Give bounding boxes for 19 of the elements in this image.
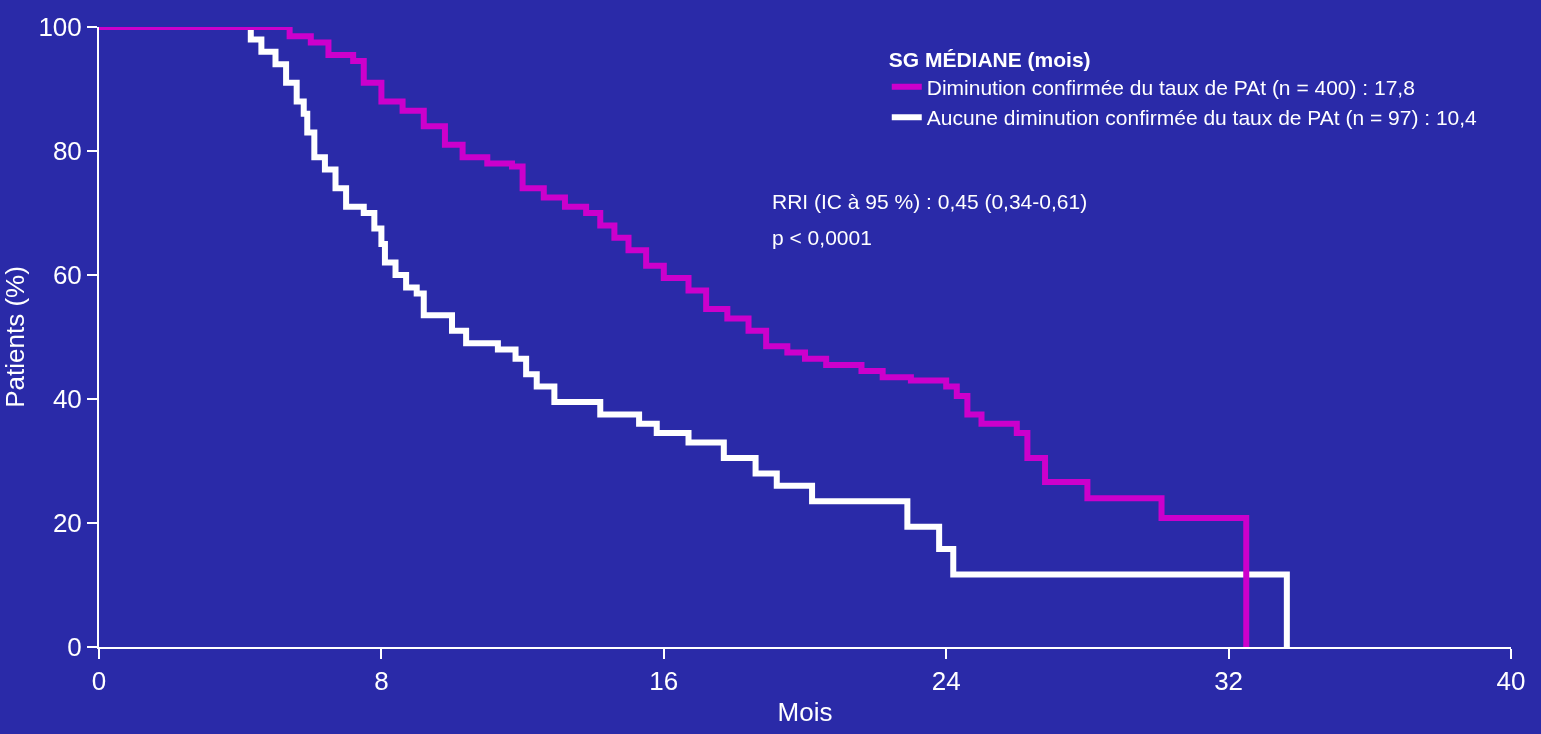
- y-tick-label: 0: [67, 632, 82, 663]
- annotation: p < 0,0001: [772, 226, 872, 249]
- legend-label: Diminution confirmée du taux de PAt (n = 400) : 17,8: [926, 76, 1415, 100]
- x-axis-title: Mois: [777, 697, 833, 728]
- y-tick-label: 100: [38, 12, 82, 43]
- x-tick-label: 40: [1496, 666, 1526, 697]
- x-tick-label: 8: [374, 666, 389, 697]
- y-tick-label: 40: [52, 384, 82, 415]
- x-tick-label: 16: [649, 666, 679, 697]
- y-tick-label: 20: [52, 508, 82, 539]
- annotation: RRI (IC à 95 %) : 0,45 (0,34-0,61): [772, 190, 1088, 213]
- x-tick-label: 32: [1214, 666, 1244, 697]
- x-tick-label: 0: [91, 666, 107, 697]
- y-axis-title: Patients (%): [0, 266, 30, 408]
- legend-title: SG MÉDIANE (mois): [888, 47, 1091, 71]
- x-tick-label: 24: [931, 666, 961, 697]
- y-tick-label: 80: [52, 136, 82, 167]
- y-tick-label: 60: [52, 260, 82, 291]
- legend-label: Aucune diminution confirmée du taux de PAt (n = 97) : 10,4: [926, 106, 1478, 130]
